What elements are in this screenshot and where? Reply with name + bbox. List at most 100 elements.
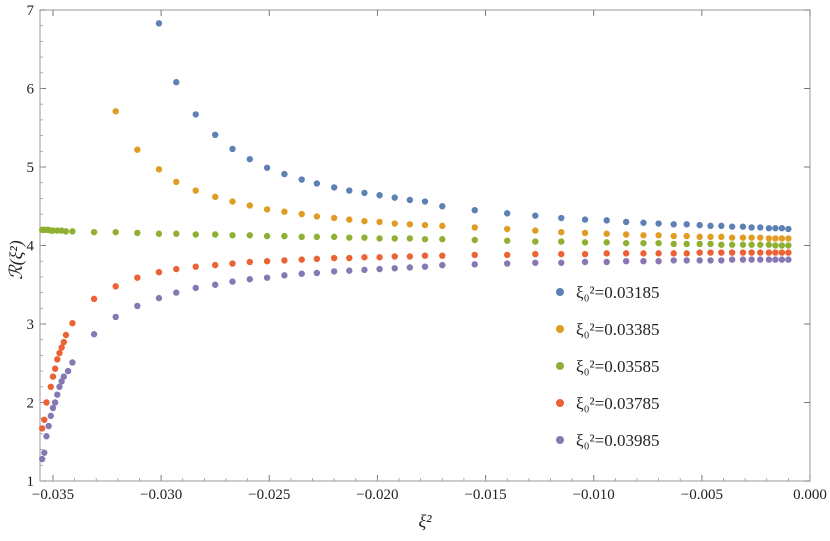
data-point-series-2 [603,230,610,237]
data-point-series-2 [406,221,414,228]
data-point-series-3 [263,232,271,240]
data-point-series-3 [376,235,383,242]
data-point-series-3 [346,234,353,241]
legend-marker-1 [556,288,564,296]
data-point-series-5 [90,331,98,338]
data-point-series-1 [246,155,254,163]
data-point-series-4 [558,250,565,258]
data-point-series-3 [90,228,98,236]
data-point-series-5 [281,272,288,279]
data-point-series-2 [173,178,180,186]
data-point-series-2 [439,222,446,230]
data-point-series-5 [49,404,57,412]
data-point-series-3 [581,239,589,246]
data-point-series-1 [155,20,163,27]
data-point-series-1 [376,192,383,199]
data-point-series-5 [263,274,271,281]
data-point-series-4 [112,283,119,290]
data-point-series-1 [532,212,539,219]
data-point-series-3 [298,233,305,241]
data-point-series-4 [90,295,98,303]
data-point-series-4 [718,249,725,256]
data-point-series-4 [313,255,321,263]
data-point-series-5 [757,256,764,263]
data-point-series-4 [603,250,610,257]
data-point-series-4 [246,258,254,266]
data-point-series-3 [748,241,755,248]
data-point-series-5 [211,281,219,288]
data-point-series-4 [772,249,779,256]
data-point-series-5 [748,256,755,263]
data-point-series-3 [391,235,398,242]
data-point-series-2 [346,216,353,223]
data-point-series-1 [603,217,610,224]
x-tick-label: −0.010 [573,487,615,503]
data-point-series-1 [748,224,755,231]
data-point-series-3 [728,241,736,248]
data-point-series-3 [757,241,764,248]
data-point-series-4 [43,399,50,406]
data-point-series-2 [134,146,141,153]
data-point-series-1 [211,131,219,139]
data-point-series-4 [739,249,747,256]
data-point-series-1 [772,225,779,232]
legend: ξ₀²=0.03185 ξ₀²=0.03385 ξ₀²=0.03585 ξ₀²=0.0… [556,283,659,450]
data-point-series-5 [785,256,792,263]
data-point-series-4 [69,320,76,327]
data-point-series-3 [696,240,703,248]
data-point-series-3 [281,232,288,240]
data-point-series-4 [421,252,429,259]
data-point-series-4 [51,365,59,372]
data-point-series-5 [51,399,59,406]
data-point-series-1 [361,189,368,197]
data-point-series-4 [406,253,414,260]
data-point-series-5 [581,258,589,266]
data-point-series-3 [785,242,792,249]
data-point-series-4 [696,249,703,256]
data-point-series-3 [558,238,565,245]
data-point-series-4 [192,263,199,270]
legend-label-2: ξ₀²=0.03385 [576,320,659,339]
data-point-series-1 [192,111,199,118]
y-tick-label: 7 [27,3,35,19]
data-point-series-2 [739,234,747,241]
data-point-series-4 [298,256,305,263]
data-point-series-5 [64,367,72,375]
data-point-series-5 [60,373,67,380]
data-point-series-5 [728,256,736,263]
data-point-series-3 [313,233,321,241]
data-point-series-5 [471,261,478,268]
data-point-series-5 [718,257,725,264]
data-point-series-3 [765,241,773,248]
data-point-series-1 [421,198,429,205]
data-point-series-1 [655,220,662,227]
data-point-series-2 [718,233,725,241]
data-point-series-3 [532,238,539,245]
data-point-series-5 [739,256,747,263]
data-point-series-3 [421,236,429,243]
data-point-series-4 [748,249,755,256]
data-point-series-1 [313,180,321,187]
data-point-series-1 [696,221,703,229]
data-point-series-4 [376,254,383,261]
y-tick-label: 2 [27,396,35,412]
data-point-series-2 [503,225,511,233]
data-point-series-3 [471,236,478,244]
data-point-series-2 [229,198,236,205]
data-point-series-5 [391,265,398,272]
data-point-series-1 [173,79,180,86]
legend-marker-5 [556,436,564,444]
data-point-series-3 [155,230,163,237]
data-point-series-5 [69,359,76,366]
data-point-series-1 [757,224,764,231]
data-point-series-5 [313,269,321,277]
data-point-series-3 [211,231,219,238]
legend-marker-4 [556,399,564,407]
data-point-series-3 [330,233,338,241]
data-point-series-3 [622,239,630,247]
data-point-series-5 [421,263,429,270]
data-point-series-3 [246,232,254,239]
data-point-series-4 [670,250,677,257]
data-point-series-3 [503,237,511,244]
data-point-series-1 [263,164,271,171]
